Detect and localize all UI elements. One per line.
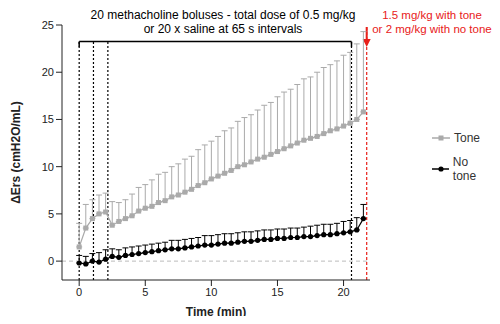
svg-text:10: 10: [205, 286, 217, 298]
svg-text:5: 5: [48, 208, 54, 220]
svg-text:5: 5: [142, 286, 148, 298]
html-text:or 20 x saline at 65 s interva: or 20 x saline at 65 s intervals: [143, 22, 303, 36]
html-text:1.5 mg/kg with tone: 1.5 mg/kg with tone: [382, 9, 482, 21]
svg-text:Time (min): Time (min): [186, 305, 246, 316]
html-text:20 methacholine boluses - tota: 20 methacholine boluses - total dose of …: [90, 8, 356, 22]
svg-text:15: 15: [271, 286, 283, 298]
svg-text:0: 0: [76, 286, 82, 298]
html-text:No tone: No tone: [452, 155, 477, 183]
svg-text:15: 15: [42, 113, 54, 125]
svg-text:0: 0: [48, 255, 54, 267]
svg-text:ΔErs (cmH2O/mL): ΔErs (cmH2O/mL): [9, 101, 23, 204]
html-text:or 2 mg/kg with no tone: or 2 mg/kg with no tone: [372, 23, 492, 35]
svg-text:25: 25: [42, 19, 54, 31]
svg-text:10: 10: [42, 161, 54, 173]
svg-text:20: 20: [42, 66, 54, 78]
html-text:Tone: Tone: [454, 131, 480, 145]
svg-text:20: 20: [337, 286, 349, 298]
